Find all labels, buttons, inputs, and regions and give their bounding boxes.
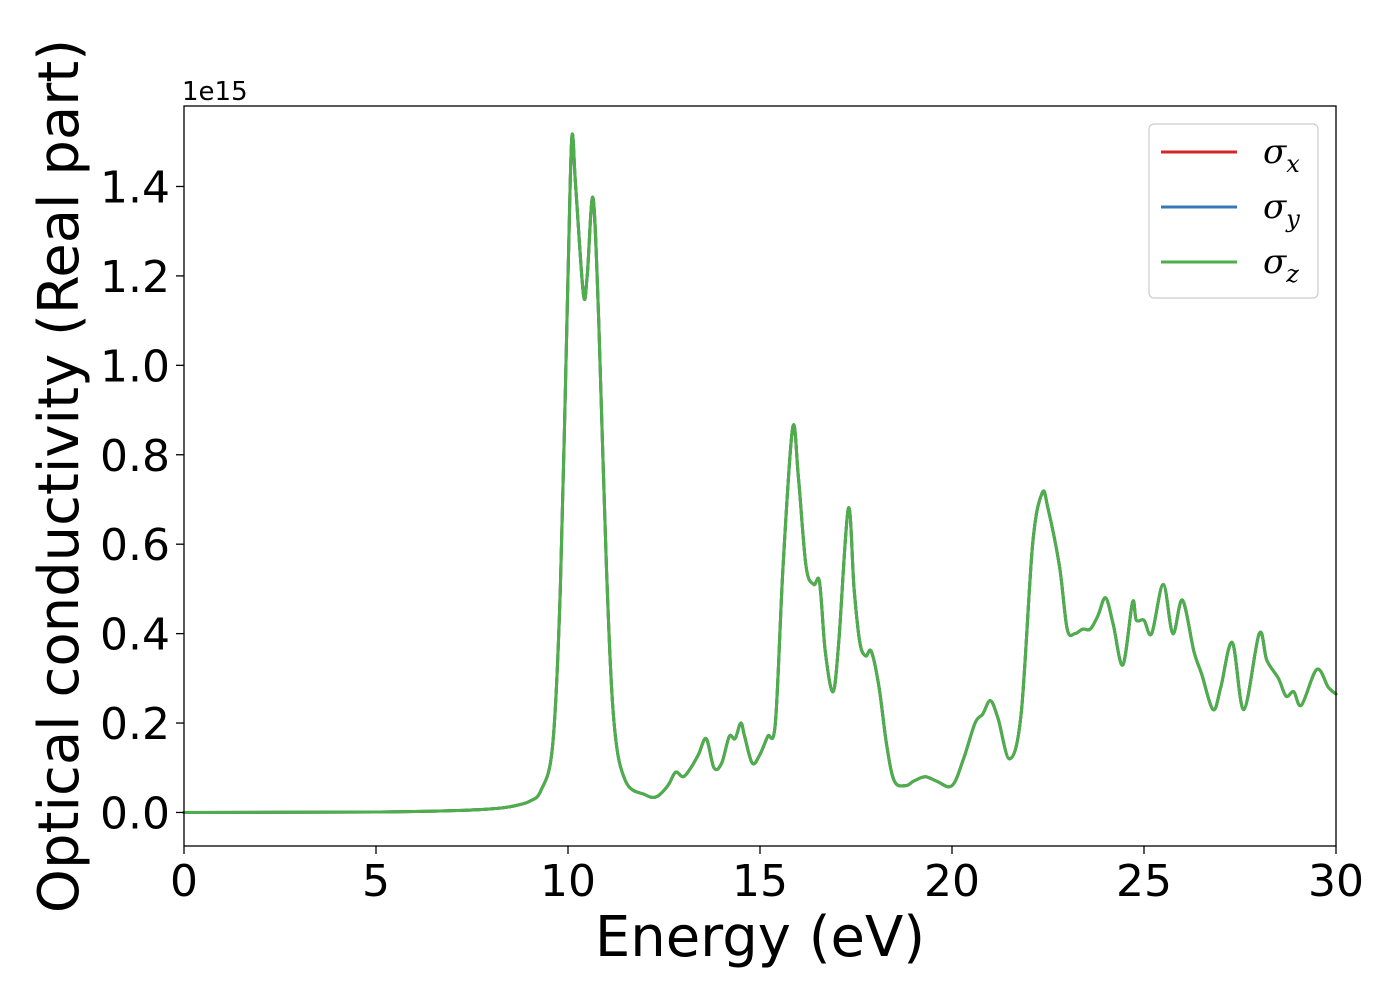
x-axis-label: Energy (eV): [595, 905, 925, 970]
x-tick-label: 10: [540, 856, 596, 907]
y-tick-label: 0.4: [100, 610, 170, 661]
legend-subscript: y: [1285, 205, 1300, 233]
legend-symbol: σ: [1263, 242, 1287, 282]
x-tick-label: 25: [1116, 856, 1172, 907]
y-tick-label: 0.8: [100, 431, 170, 482]
y-tick-label: 0.0: [100, 788, 170, 839]
y-tick-label: 1.2: [100, 252, 170, 303]
legend-symbol: σ: [1263, 132, 1287, 172]
y-offset-label: 1e15: [182, 77, 248, 107]
y-tick-label: 1.0: [100, 341, 170, 392]
x-tick-label: 30: [1308, 856, 1364, 907]
legend-symbol: σ: [1263, 187, 1287, 227]
legend-box: [1148, 123, 1319, 299]
y-axis: 0.0 0.2 0.4 0.6 0.8 1.0 1.2 1.4: [100, 162, 184, 839]
x-tick-label: 15: [732, 856, 788, 907]
legend-subscript: z: [1285, 260, 1299, 288]
y-axis-label: Optical conductivity (Real part): [27, 39, 92, 913]
x-tick-label: 0: [170, 856, 198, 907]
x-axis: 0 5 10 15 20 25 30: [170, 846, 1364, 907]
series-layer: [182, 132, 1338, 814]
series-line-z: [182, 132, 1338, 814]
y-tick-label: 1.4: [100, 162, 170, 213]
legend-subscript: x: [1286, 150, 1300, 178]
y-tick-label: 0.6: [100, 520, 170, 571]
x-tick-label: 20: [924, 856, 980, 907]
legend-label-z: σz: [1263, 242, 1299, 288]
x-tick-label: 5: [362, 856, 390, 907]
legend-label-y: σy: [1263, 187, 1300, 233]
y-tick-label: 0.2: [100, 699, 170, 750]
legend-label-x: σx: [1263, 132, 1300, 178]
